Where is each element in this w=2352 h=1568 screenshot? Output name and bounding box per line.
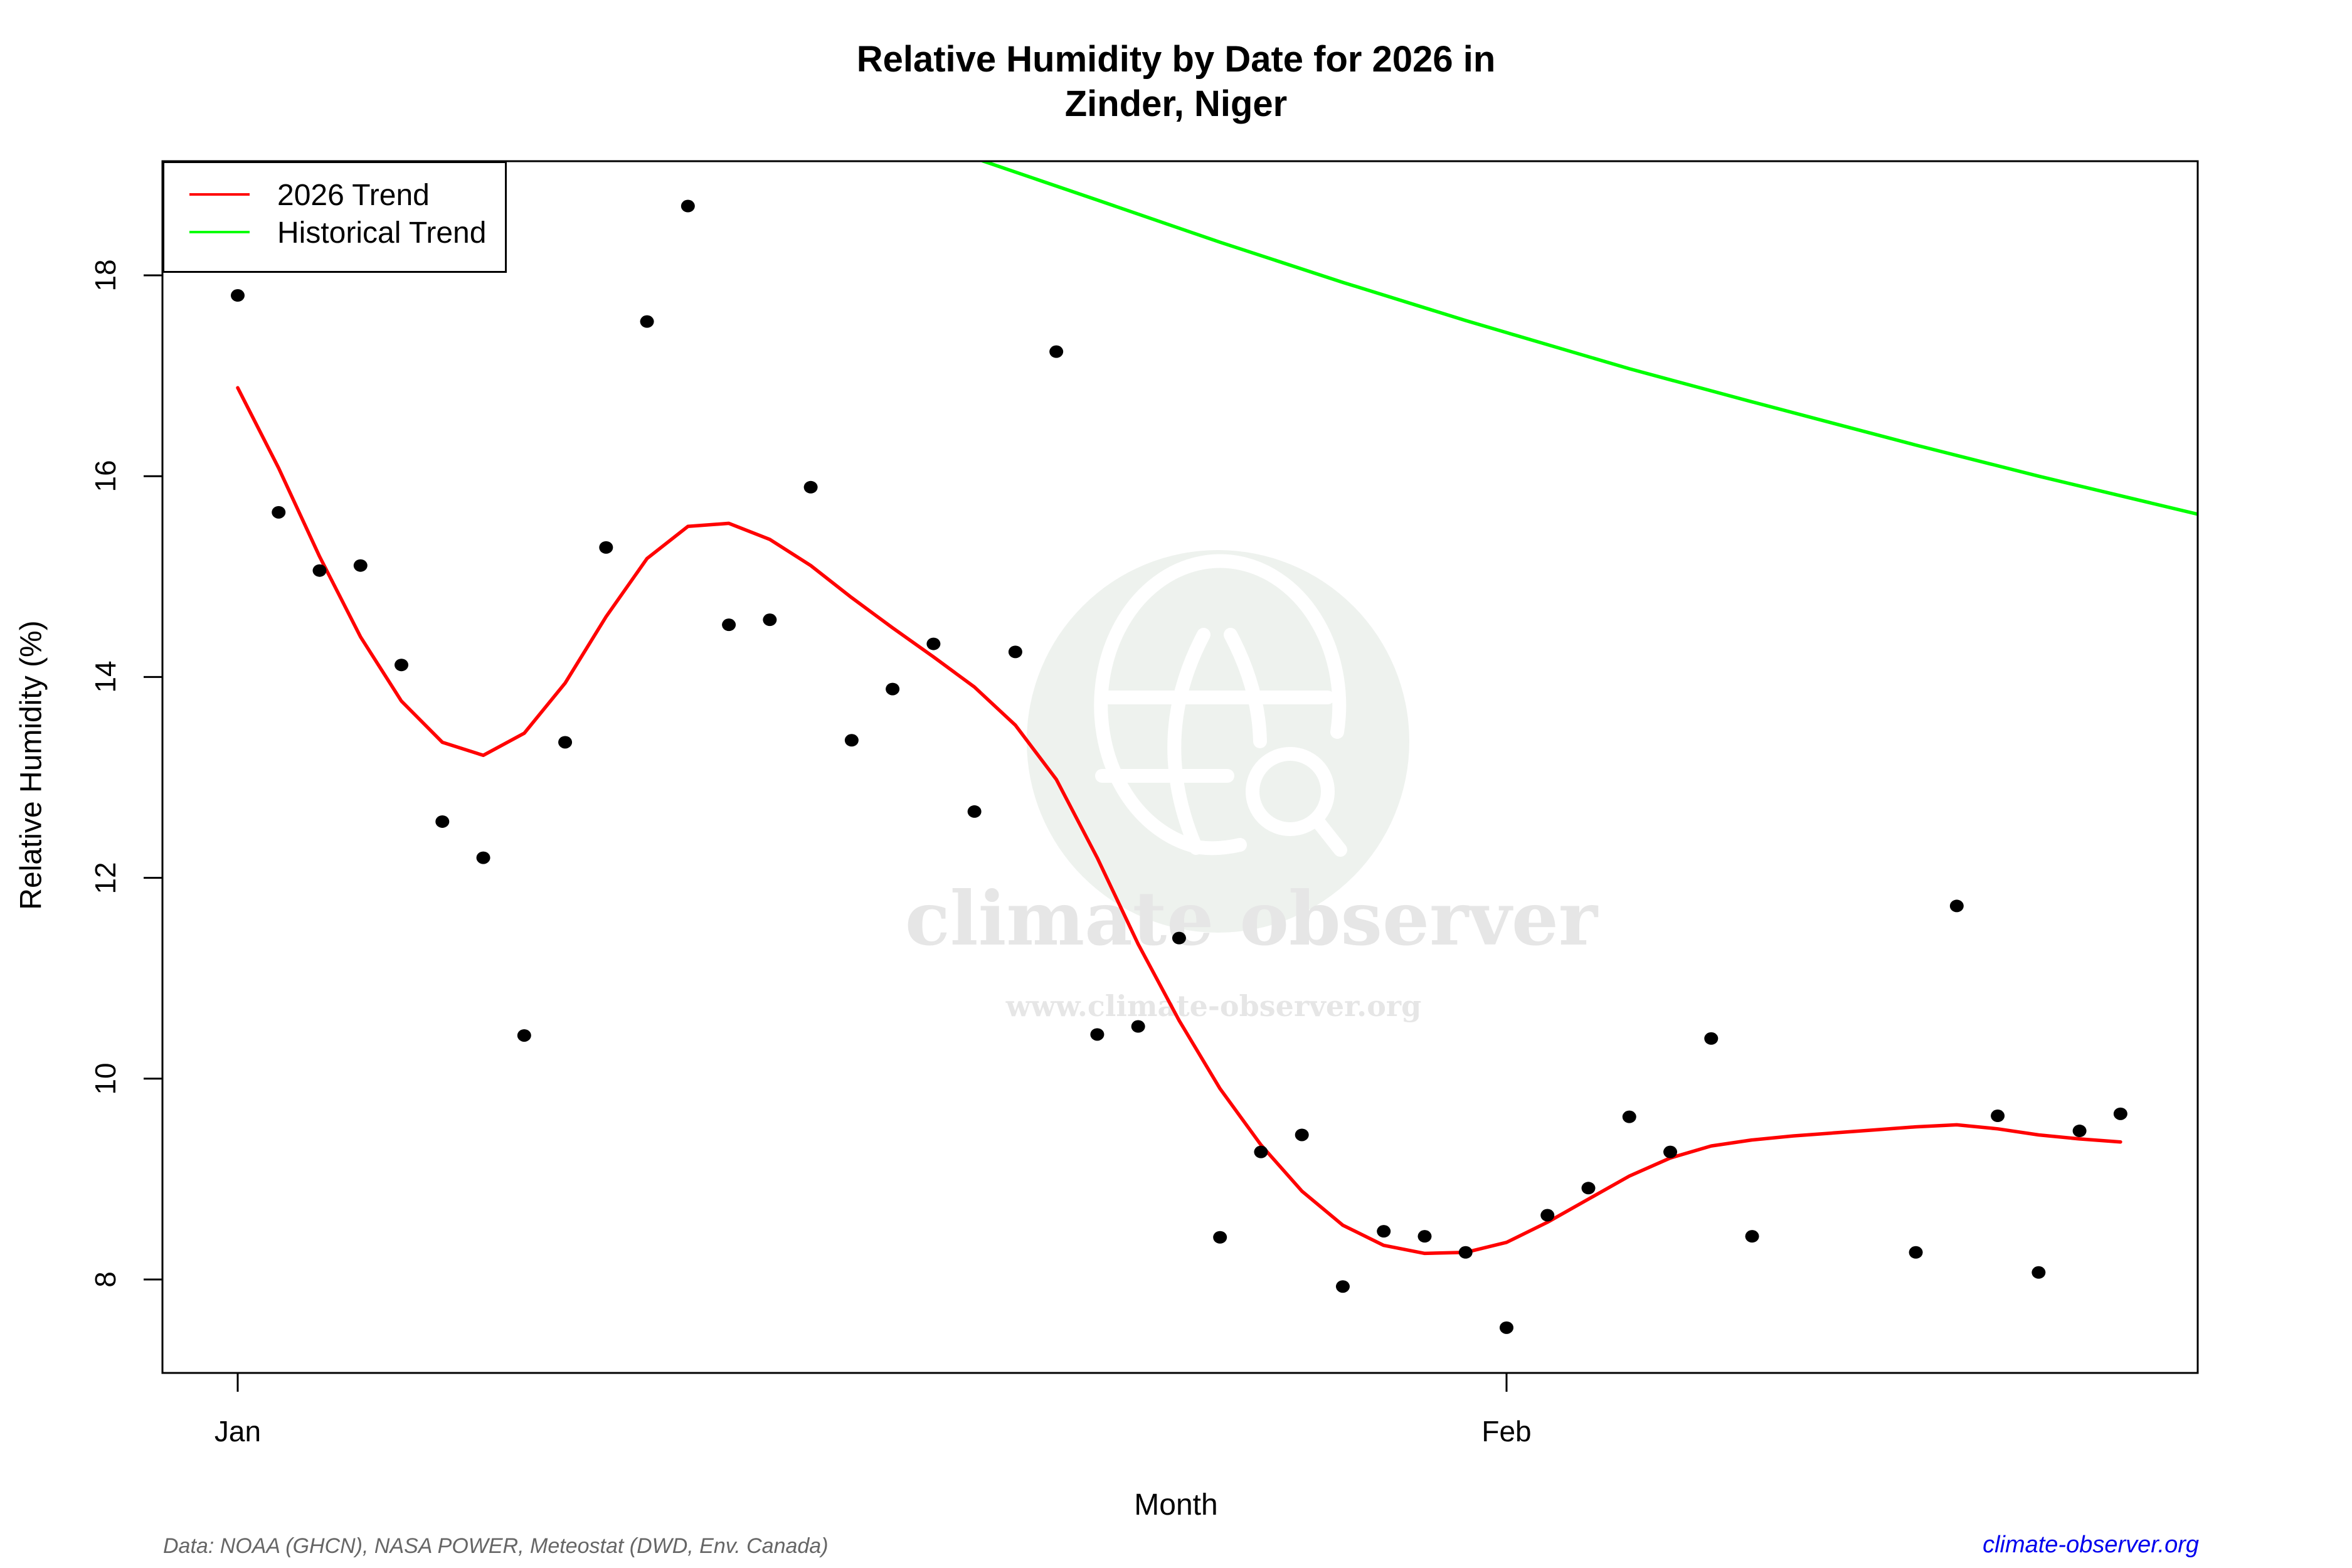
legend: 2026 Trend Historical Trend (162, 161, 507, 273)
historical-trend-line (981, 161, 2198, 516)
data-point (1949, 899, 1964, 913)
y-tick-label: 16 (89, 460, 122, 492)
watermark-globe-icon (1027, 550, 1409, 933)
trend-2026-line (236, 386, 2122, 1256)
data-point (1458, 1246, 1473, 1259)
data-point (886, 682, 900, 696)
data-point (1049, 345, 1064, 358)
data-point (844, 734, 859, 747)
data-point (1991, 1110, 2005, 1123)
y-axis-label: Relative Humidity (%) (14, 620, 48, 910)
data-point (763, 613, 777, 627)
data-source-note: Data: NOAA (GHCN), NASA POWER, Meteostat… (163, 1534, 829, 1558)
watermark-name: climate observer (904, 875, 1598, 962)
data-point (1008, 645, 1022, 659)
data-point (1377, 1225, 1391, 1238)
data-point (1663, 1145, 1678, 1158)
data-point (681, 199, 695, 213)
data-point (1254, 1145, 1268, 1158)
data-point (2113, 1107, 2127, 1120)
legend-item-2026-trend: 2026 Trend (164, 176, 505, 213)
data-point (1090, 1028, 1104, 1041)
green-line-icon (189, 231, 250, 233)
data-point (395, 659, 409, 672)
data-point (272, 506, 286, 519)
data-point (967, 805, 982, 818)
legend-label: 2026 Trend (277, 179, 430, 212)
data-point (803, 480, 818, 494)
data-point (599, 541, 613, 554)
data-point (1131, 1020, 1145, 1033)
x-axis-label: Month (1134, 1488, 1218, 1522)
data-point (476, 851, 490, 864)
y-tick-label: 14 (89, 660, 122, 693)
data-point (558, 736, 573, 749)
y-tick-label: 10 (89, 1062, 122, 1095)
data-point (1704, 1032, 1719, 1045)
data-point (1172, 931, 1186, 945)
data-point (231, 289, 245, 302)
x-tick-label: Jan (214, 1415, 262, 1448)
y-tick-label: 12 (89, 862, 122, 894)
red-line-icon (189, 193, 250, 196)
data-point (1581, 1182, 1596, 1195)
data-point (926, 637, 941, 650)
data-point (2032, 1266, 2046, 1279)
data-point (1213, 1231, 1227, 1244)
data-point (435, 815, 450, 828)
data-point (1417, 1230, 1432, 1243)
legend-item-historical-trend: Historical Trend (164, 213, 505, 251)
data-point (1335, 1280, 1350, 1293)
data-point (1745, 1230, 1759, 1243)
data-point (312, 564, 327, 577)
plot-series (231, 161, 2198, 1334)
data-point (722, 618, 736, 632)
y-tick-label: 18 (89, 259, 122, 292)
chart-subtitle: Zinder, Niger (1064, 83, 1288, 124)
chart-title: Relative Humidity by Date for 2026 in (856, 39, 1496, 80)
website-link[interactable]: climate-observer.org (1983, 1532, 2199, 1558)
data-point (517, 1029, 531, 1042)
data-point (1909, 1246, 1923, 1259)
plot-frame (161, 160, 2199, 1374)
data-point (1295, 1128, 1309, 1142)
x-tick-label: Feb (1481, 1415, 1532, 1448)
watermark-url: www.climate-observer.org (1005, 989, 1422, 1023)
data-point (1500, 1321, 1513, 1334)
data-point (1540, 1209, 1555, 1222)
data-point (2072, 1125, 2087, 1138)
data-point (353, 559, 368, 572)
legend-label: Historical Trend (277, 216, 487, 250)
y-tick-label: 8 (89, 1271, 122, 1288)
data-point (640, 315, 654, 328)
data-point (1622, 1110, 1636, 1123)
